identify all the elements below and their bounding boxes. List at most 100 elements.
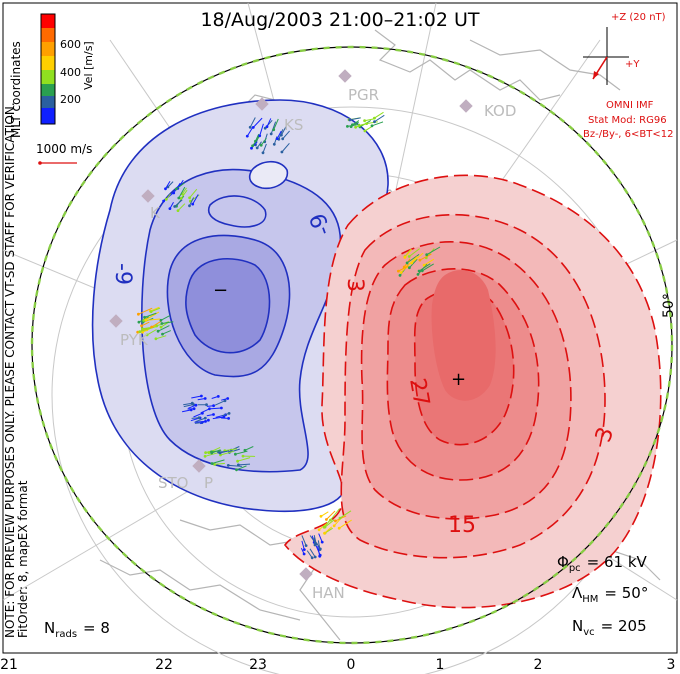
velocity-vector xyxy=(339,510,352,519)
velocity-vector-origin xyxy=(141,327,144,331)
velocity-vector-origin xyxy=(161,332,164,336)
velocity-vector-origin xyxy=(138,330,142,334)
velocity-vector-origin xyxy=(159,325,163,329)
velocity-vector-origin xyxy=(197,416,201,420)
velocity-vector-origin xyxy=(275,137,279,141)
velocity-vector-origin xyxy=(150,325,154,329)
velocity-vector-origin xyxy=(223,399,227,403)
velocity-vector-origin xyxy=(241,454,245,458)
velocity-vector-origin xyxy=(269,132,273,136)
velocity-vector-origin xyxy=(143,315,147,319)
velocity-vector xyxy=(138,307,153,315)
velocity-vector xyxy=(246,127,253,137)
velocity-vector xyxy=(162,330,171,335)
velocity-vector xyxy=(220,450,234,456)
color-scale-segment xyxy=(41,14,55,28)
velocity-vector-origin xyxy=(144,319,148,322)
velocity-vector-origin xyxy=(162,199,166,203)
velocity-vector-origin xyxy=(210,450,213,454)
velocity-vector xyxy=(228,464,242,467)
velocity-vector-origin xyxy=(207,418,210,422)
velocity-vector xyxy=(214,400,226,406)
velocity-vector xyxy=(165,180,171,190)
velocity-vector-origin xyxy=(280,150,284,154)
velocity-vector xyxy=(155,335,167,340)
velocity-vector-origin xyxy=(251,144,255,148)
velocity-vector-origin xyxy=(234,452,237,456)
velocity-vector-origin xyxy=(156,329,160,333)
velocity-vector-origin xyxy=(137,320,141,324)
velocity-vector-origin xyxy=(145,333,149,337)
velocity-vector xyxy=(160,315,171,321)
velocity-vector-origin xyxy=(177,196,181,200)
velocity-vector-origin xyxy=(348,118,352,122)
contour-label-pos: 3 xyxy=(342,278,367,292)
velocity-vector xyxy=(366,121,378,125)
lambda-hm-stat: ΛHM = 50° xyxy=(572,584,648,605)
velocity-vector-origin xyxy=(200,394,203,398)
velocity-vector-origin xyxy=(373,116,376,120)
velocity-vector-origin xyxy=(245,134,249,138)
velocity-vector-origin xyxy=(174,187,178,191)
imf-condition: Bz-/By-, 6<BT<12 xyxy=(583,129,673,140)
contour-label-pos: 15 xyxy=(448,513,476,538)
velocity-vector xyxy=(195,417,206,423)
velocity-vector-origin xyxy=(160,322,164,325)
velocity-vector-origin xyxy=(317,528,321,532)
velocity-vector-origin xyxy=(210,462,214,465)
scale-label: Vel [m/s] xyxy=(82,41,95,90)
velocity-vector xyxy=(374,111,384,119)
station-p: P xyxy=(204,474,213,492)
velocity-vector-origin xyxy=(220,406,223,410)
velocity-vector-origin xyxy=(235,468,238,472)
velocity-vector-origin xyxy=(373,120,376,124)
velocity-vector xyxy=(211,450,222,453)
velocity-vector xyxy=(324,519,335,528)
station-marker xyxy=(338,69,352,83)
velocity-vector-origin xyxy=(137,312,140,316)
velocity-vector-origin xyxy=(408,266,411,270)
velocity-vector-origin xyxy=(191,202,195,206)
velocity-vector-origin xyxy=(334,519,337,523)
velocity-vector-origin xyxy=(259,143,263,147)
velocity-vector-origin xyxy=(319,514,323,518)
velocity-vector-origin xyxy=(354,125,357,129)
contour-label-neg: -9 xyxy=(110,263,135,285)
velocity-vector-origin xyxy=(212,404,216,408)
velocity-vector-origin xyxy=(213,463,217,466)
velocity-vector-origin xyxy=(410,261,413,265)
velocity-vector xyxy=(224,448,238,452)
max-potential-marker: + xyxy=(451,369,466,390)
velocity-vector xyxy=(280,126,287,136)
imf-model: Stat Mod: RG96 xyxy=(588,115,667,126)
mlt-tick-1: 1 xyxy=(436,657,445,673)
velocity-vector-origin xyxy=(204,420,207,423)
velocity-vector xyxy=(183,404,194,408)
velocity-vector-origin xyxy=(332,524,336,528)
imf-z-label: +Z (20 nT) xyxy=(611,12,666,23)
velocity-vector xyxy=(145,311,160,321)
velocity-vector xyxy=(193,412,203,418)
velocity-vector-origin xyxy=(149,310,153,313)
velocity-vector-origin xyxy=(212,413,215,416)
velocity-vector xyxy=(409,258,418,269)
velocity-vector-origin xyxy=(363,129,367,133)
velocity-vector xyxy=(326,510,336,520)
velocity-vector-origin xyxy=(203,454,207,458)
velocity-vector-origin xyxy=(304,544,308,547)
velocity-vector-origin xyxy=(172,191,176,195)
velocity-vector-origin xyxy=(370,124,374,128)
station-han: HAN xyxy=(312,584,345,602)
velocity-vector xyxy=(210,407,222,410)
color-scale-border xyxy=(40,13,56,125)
velocity-vector xyxy=(211,459,225,464)
velocity-vector xyxy=(204,452,218,457)
velocity-vector xyxy=(276,130,282,139)
velocity-vector-origin xyxy=(203,416,207,420)
velocity-vector xyxy=(189,188,198,199)
velocity-vector-origin xyxy=(204,451,208,454)
station-markers xyxy=(109,69,473,581)
color-scale-segment xyxy=(41,96,55,108)
velocity-vector-origin xyxy=(201,411,204,415)
velocity-vector xyxy=(266,118,272,127)
